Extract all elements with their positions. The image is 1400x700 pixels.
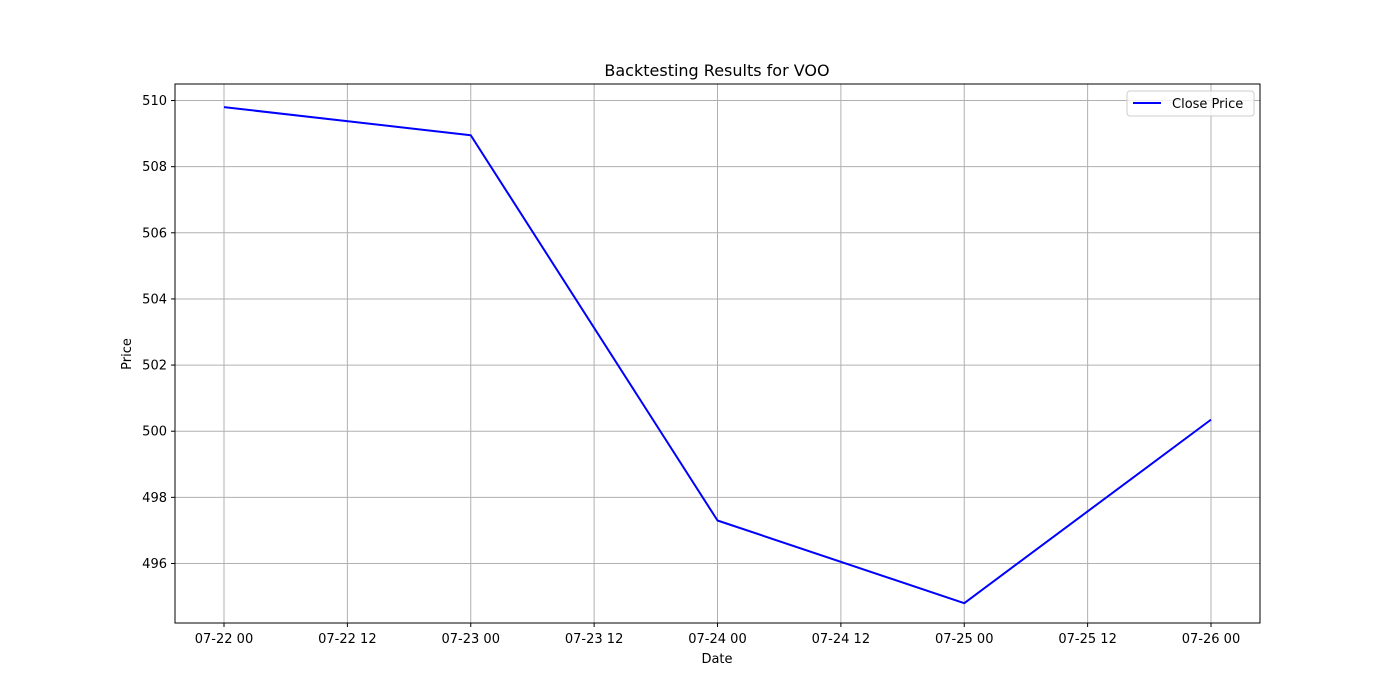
x-axis-label: Date (701, 652, 732, 667)
x-tick-label: 07-26 00 (1182, 632, 1240, 647)
x-tick-label: 07-22 12 (318, 632, 376, 647)
chart-title: Backtesting Results for VOO (604, 61, 829, 80)
x-tick-label: 07-24 00 (688, 632, 746, 647)
x-tick-label: 07-23 00 (442, 632, 500, 647)
y-tick-label: 500 (142, 425, 167, 440)
x-tick-label: 07-24 12 (812, 632, 870, 647)
x-tick-label: 07-23 12 (565, 632, 623, 647)
legend-box (1126, 90, 1255, 117)
x-tick-label: 07-25 00 (935, 632, 993, 647)
y-tick-label: 498 (142, 491, 167, 506)
y-axis: 496 498 500 502 504 506 508 510 (142, 94, 175, 572)
legend: Close Price (1126, 90, 1255, 117)
y-tick-label: 504 (142, 292, 167, 307)
y-tick-label: 506 (142, 226, 167, 241)
series-group (223, 106, 1212, 605)
y-tick-label: 510 (142, 94, 167, 109)
x-axis: 07-22 00 07-22 12 07-23 00 07-23 12 07-24 00… (195, 623, 1240, 647)
y-tick-label: 496 (142, 557, 167, 572)
legend-label: Close Price (1172, 97, 1243, 112)
y-axis-label: Price (120, 338, 135, 370)
x-tick-label: 07-25 12 (1058, 632, 1116, 647)
x-tick-label: 07-22 00 (195, 632, 253, 647)
grid (175, 84, 1260, 623)
y-tick-label: 508 (142, 160, 167, 175)
y-tick-label: 502 (142, 359, 167, 374)
